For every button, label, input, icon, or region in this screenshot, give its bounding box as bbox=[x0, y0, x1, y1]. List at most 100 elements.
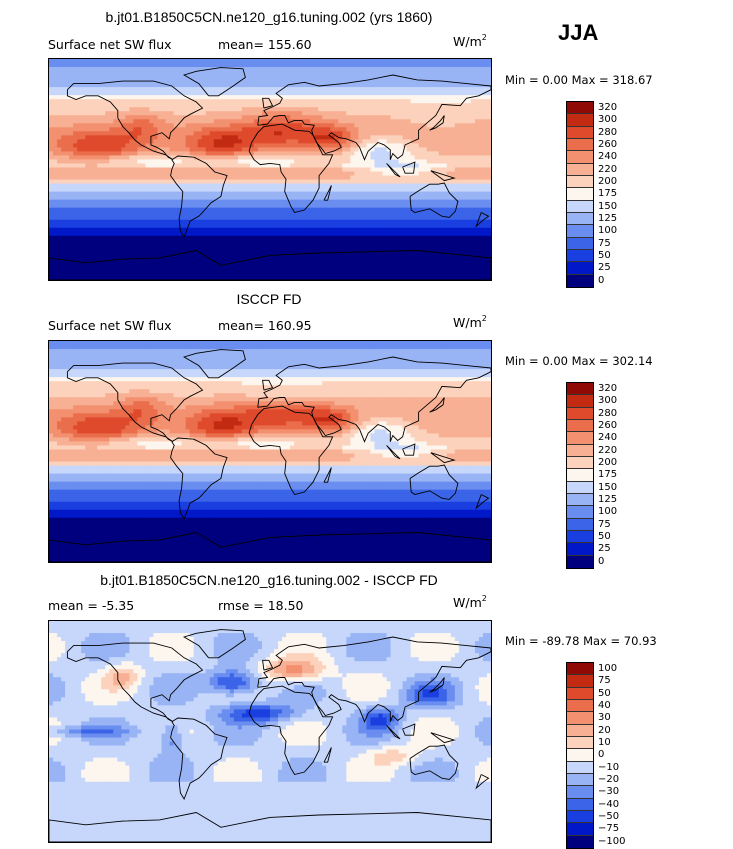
colorbar-swatch bbox=[567, 762, 593, 774]
panel-1-minmax: Min = 0.00 Max = 318.67 bbox=[505, 73, 653, 87]
panel-2-mean-label: mean= 160.95 bbox=[218, 318, 312, 333]
colorbar-swatch bbox=[567, 250, 593, 262]
colorbar-swatch bbox=[567, 188, 593, 200]
colorbar-swatch bbox=[567, 712, 593, 724]
colorbar-tick-label: 40 bbox=[598, 701, 611, 711]
panel-2-minmax: Min = 0.00 Max = 302.14 bbox=[505, 354, 653, 368]
colorbar-tick-label: 260 bbox=[598, 421, 617, 431]
colorbar-swatch bbox=[567, 213, 593, 225]
colorbar-swatch bbox=[567, 688, 593, 700]
panel-2-units: W/m2 bbox=[453, 314, 487, 330]
colorbar-tick-label: 0 bbox=[598, 750, 604, 760]
colorbar-swatch bbox=[567, 774, 593, 786]
panel-1-variable-label: Surface net SW flux bbox=[48, 37, 172, 52]
colorbar-swatch bbox=[567, 836, 593, 848]
panel-1-mean-label: mean= 155.60 bbox=[218, 37, 312, 52]
panel-1-map bbox=[48, 58, 492, 281]
colorbar-swatch bbox=[567, 823, 593, 835]
colorbar-swatch bbox=[567, 737, 593, 749]
colorbar-tick-label: 280 bbox=[598, 128, 617, 138]
colorbar-swatch bbox=[567, 127, 593, 139]
colorbar-swatch bbox=[567, 262, 593, 274]
panel-3-colorbar bbox=[566, 662, 594, 849]
colorbar-swatch bbox=[567, 164, 593, 176]
colorbar-tick-label: 100 bbox=[598, 507, 617, 517]
panel-1-colorbar bbox=[566, 101, 594, 288]
colorbar-tick-label: −20 bbox=[598, 775, 619, 785]
colorbar-tick-label: 50 bbox=[598, 689, 611, 699]
panel-3-title: b.jt01.B1850C5CN.ne120_g16.tuning.002 - … bbox=[48, 572, 490, 588]
colorbar-tick-label: −10 bbox=[598, 763, 619, 773]
colorbar-swatch bbox=[567, 469, 593, 481]
colorbar-swatch bbox=[567, 556, 593, 568]
panel-3-units: W/m2 bbox=[453, 594, 487, 610]
colorbar-tick-label: 10 bbox=[598, 738, 611, 748]
panel-3-map bbox=[48, 620, 492, 843]
colorbar-tick-label: 150 bbox=[598, 202, 617, 212]
colorbar-swatch bbox=[567, 519, 593, 531]
colorbar-swatch bbox=[567, 139, 593, 151]
colorbar-tick-label: 300 bbox=[598, 396, 617, 406]
colorbar-swatch bbox=[567, 725, 593, 737]
panel-3-rmse-label: rmse = 18.50 bbox=[218, 598, 304, 613]
colorbar-tick-label: 175 bbox=[598, 189, 617, 199]
colorbar-tick-label: 25 bbox=[598, 544, 611, 554]
colorbar-tick-label: 30 bbox=[598, 713, 611, 723]
colorbar-tick-label: 320 bbox=[598, 103, 617, 113]
panel-1-title: b.jt01.B1850C5CN.ne120_g16.tuning.002 (y… bbox=[48, 9, 490, 25]
colorbar-tick-label: 20 bbox=[598, 726, 611, 736]
colorbar-swatch bbox=[567, 420, 593, 432]
colorbar-tick-label: 260 bbox=[598, 140, 617, 150]
colorbar-swatch bbox=[567, 432, 593, 444]
colorbar-swatch bbox=[567, 102, 593, 114]
panel-2-variable-label: Surface net SW flux bbox=[48, 318, 172, 333]
colorbar-swatch bbox=[567, 383, 593, 395]
colorbar-tick-label: 280 bbox=[598, 409, 617, 419]
colorbar-tick-label: −50 bbox=[598, 812, 619, 822]
colorbar-swatch bbox=[567, 238, 593, 250]
colorbar-swatch bbox=[567, 749, 593, 761]
colorbar-swatch bbox=[567, 675, 593, 687]
colorbar-tick-label: 175 bbox=[598, 470, 617, 480]
colorbar-swatch bbox=[567, 176, 593, 188]
colorbar-tick-label: 125 bbox=[598, 214, 617, 224]
colorbar-swatch bbox=[567, 663, 593, 675]
colorbar-tick-label: 75 bbox=[598, 520, 611, 530]
colorbar-tick-label: 200 bbox=[598, 177, 617, 187]
season-label: JJA bbox=[558, 20, 598, 46]
colorbar-tick-label: 100 bbox=[598, 664, 617, 674]
colorbar-swatch bbox=[567, 275, 593, 287]
colorbar-swatch bbox=[567, 786, 593, 798]
colorbar-tick-label: 50 bbox=[598, 251, 611, 261]
colorbar-swatch bbox=[567, 531, 593, 543]
colorbar-tick-label: 200 bbox=[598, 458, 617, 468]
colorbar-swatch bbox=[567, 445, 593, 457]
colorbar-swatch bbox=[567, 395, 593, 407]
colorbar-swatch bbox=[567, 151, 593, 163]
colorbar-tick-label: 240 bbox=[598, 433, 617, 443]
panel-3-minmax: Min = -89.78 Max = 70.93 bbox=[505, 634, 657, 648]
colorbar-tick-label: −30 bbox=[598, 787, 619, 797]
colorbar-swatch bbox=[567, 201, 593, 213]
colorbar-tick-label: 300 bbox=[598, 115, 617, 125]
colorbar-tick-label: 75 bbox=[598, 676, 611, 686]
colorbar-swatch bbox=[567, 114, 593, 126]
panel-1-units: W/m2 bbox=[453, 33, 487, 49]
colorbar-swatch bbox=[567, 457, 593, 469]
colorbar-tick-label: 75 bbox=[598, 239, 611, 249]
colorbar-tick-label: 0 bbox=[598, 557, 604, 567]
colorbar-swatch bbox=[567, 700, 593, 712]
colorbar-tick-label: 220 bbox=[598, 446, 617, 456]
colorbar-tick-label: 25 bbox=[598, 263, 611, 273]
colorbar-tick-label: −40 bbox=[598, 800, 619, 810]
panel-2-title: ISCCP FD bbox=[48, 291, 490, 307]
colorbar-swatch bbox=[567, 799, 593, 811]
colorbar-swatch bbox=[567, 225, 593, 237]
panel-2-colorbar bbox=[566, 382, 594, 569]
colorbar-tick-label: 220 bbox=[598, 165, 617, 175]
colorbar-swatch bbox=[567, 811, 593, 823]
colorbar-tick-label: 100 bbox=[598, 226, 617, 236]
colorbar-swatch bbox=[567, 494, 593, 506]
panel-2-map bbox=[48, 340, 492, 563]
colorbar-tick-label: 50 bbox=[598, 532, 611, 542]
